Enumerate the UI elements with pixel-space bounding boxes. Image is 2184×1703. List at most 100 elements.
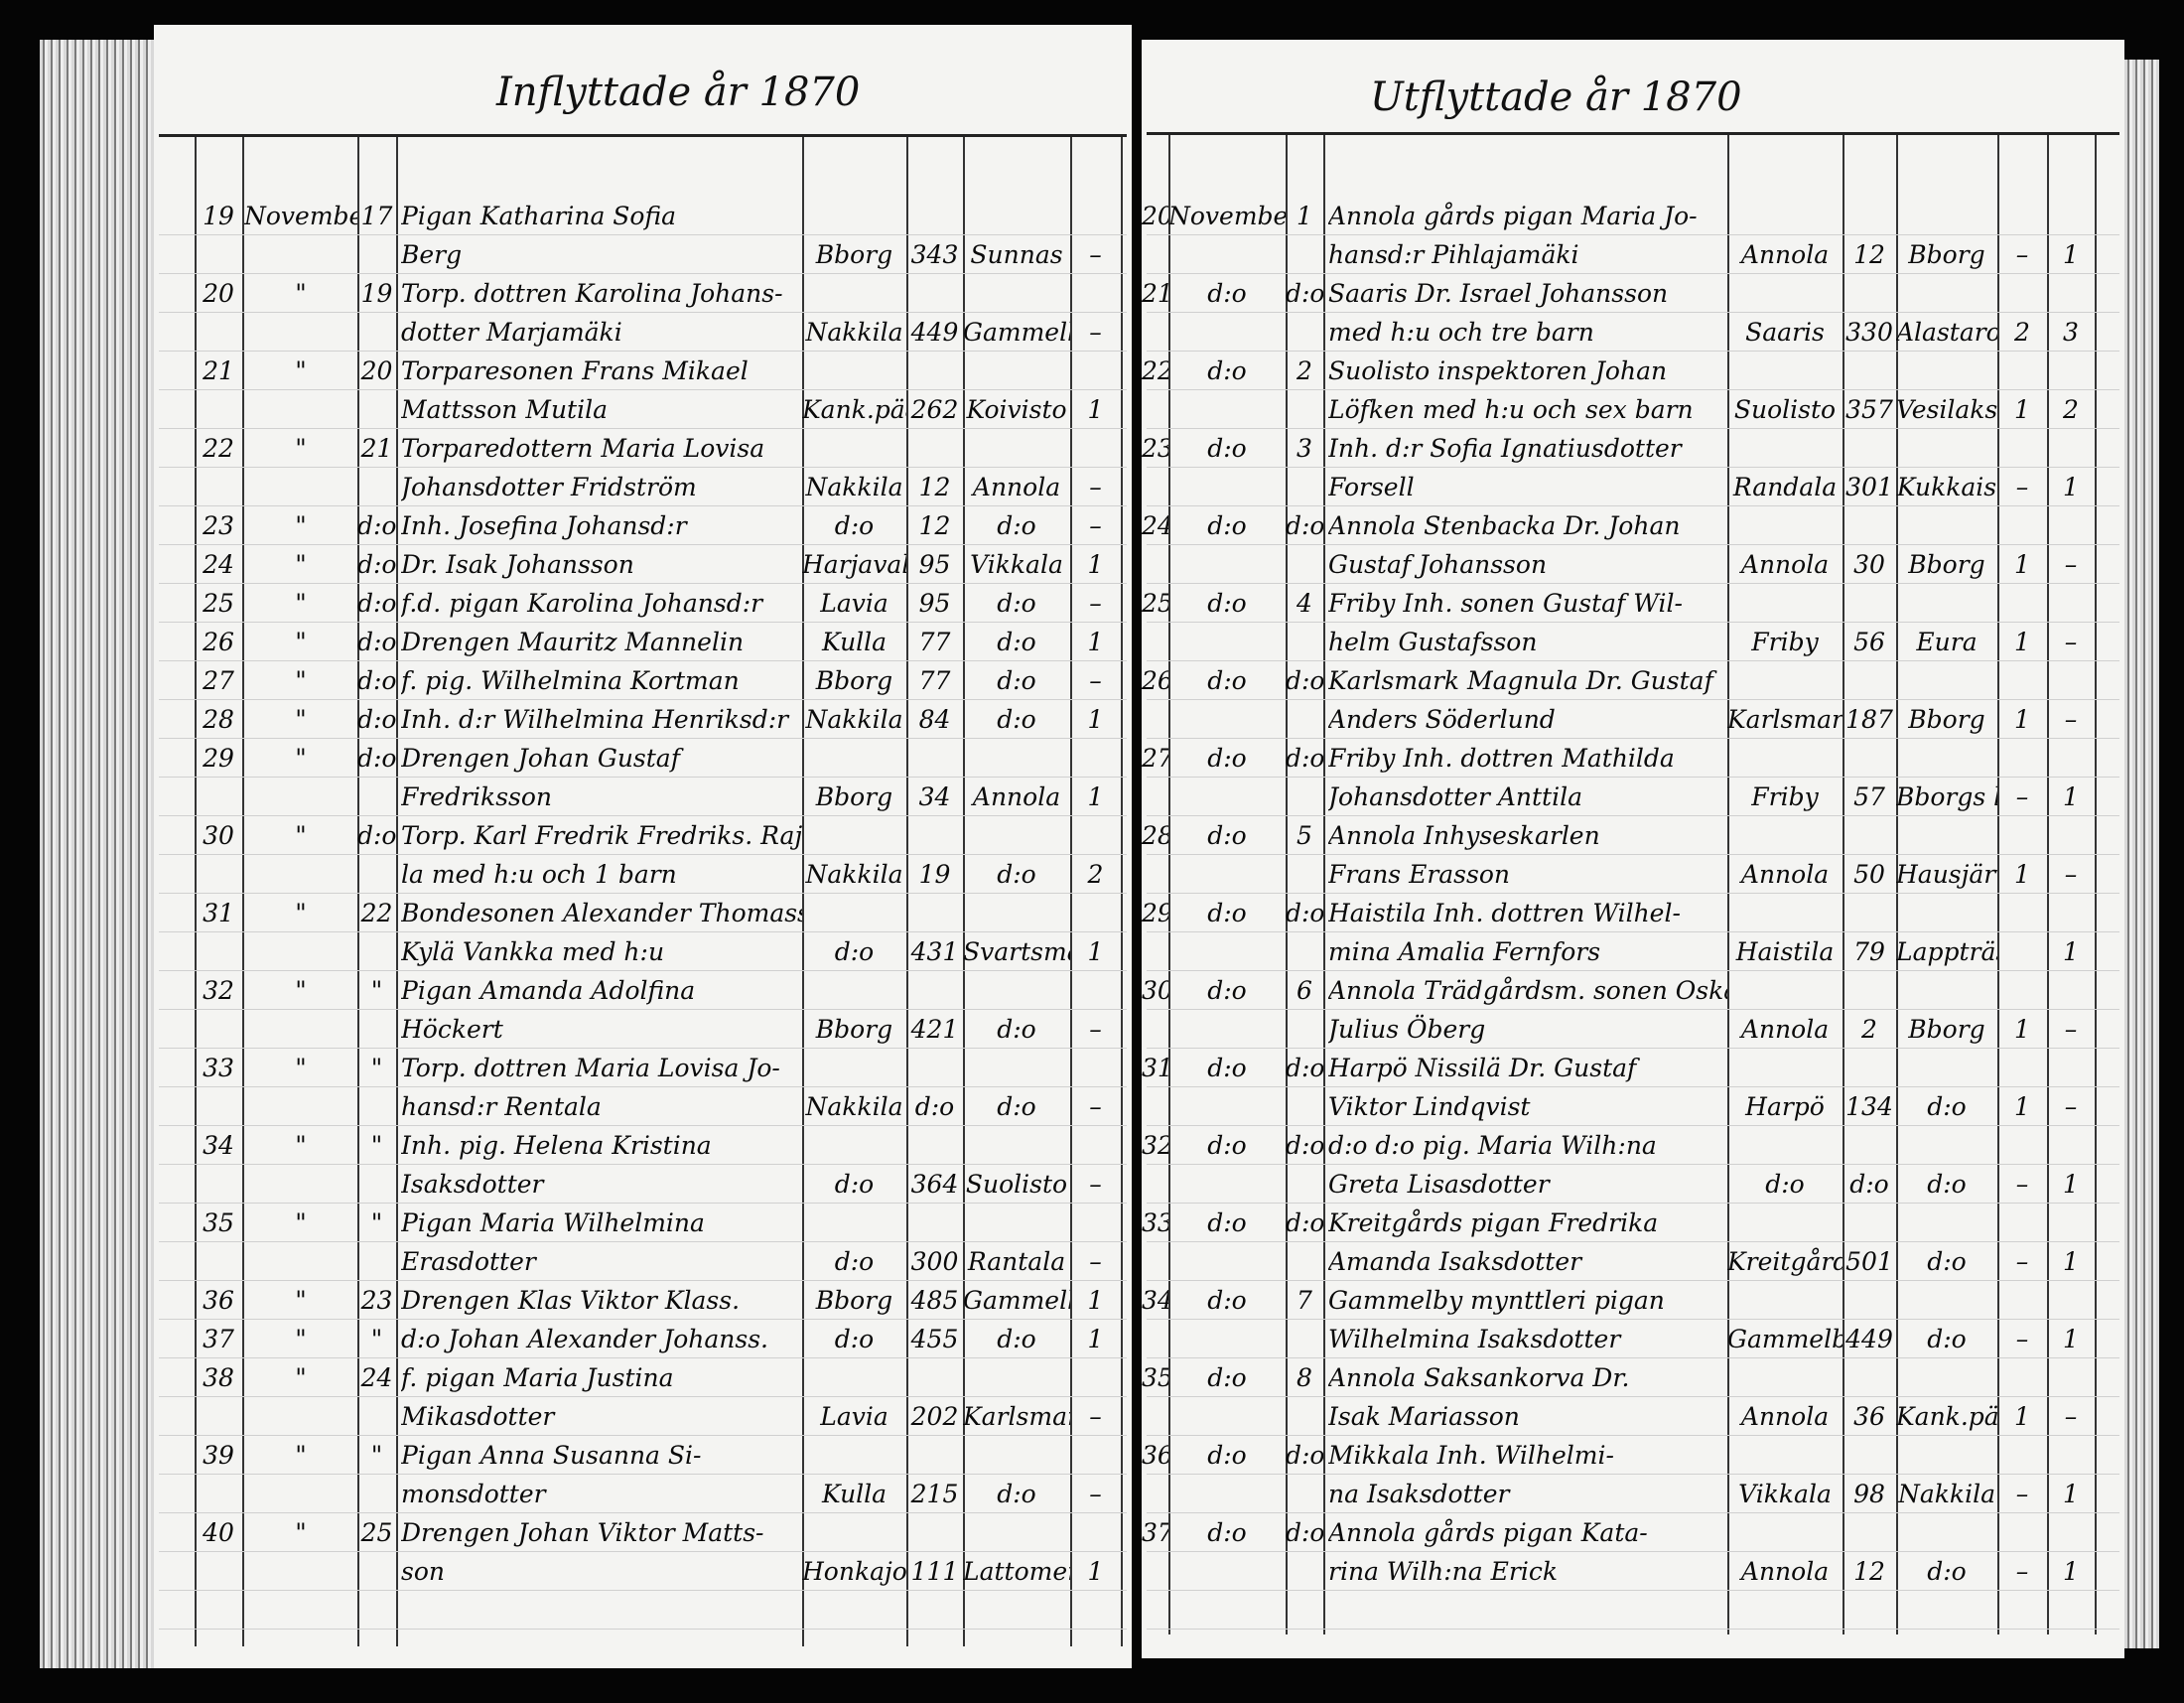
entry-number: 22 (1142, 356, 1168, 385)
ruling-line (159, 505, 1127, 506)
entry-to-place: Gammelby (963, 1286, 1070, 1315)
left-page-edges (40, 40, 154, 1668)
ruling-line (1147, 1590, 2119, 1591)
ruling-line (1147, 699, 2119, 700)
entry-to-place: d:o (997, 1480, 1036, 1508)
entry-number: 28 (203, 705, 234, 734)
entry-to-place: d:o (997, 705, 1036, 734)
column-divider (1896, 135, 1898, 1634)
entry-from-place: Harjavalta (802, 550, 906, 579)
entry-name-line: Friby Inh. sonen Gustaf Wil- (1328, 589, 1683, 618)
entry-month: November (1168, 202, 1286, 230)
entry-number: 30 (1142, 976, 1168, 1005)
entry-to-place: d:o (997, 628, 1036, 656)
entry-count: 1 (2014, 860, 2030, 889)
entry-name-line: Mikasdotter (401, 1402, 555, 1431)
entry-to-place: Eura (1916, 628, 1978, 656)
entry-house-number: 455 (910, 1325, 959, 1353)
entry-day: 7 (1297, 1286, 1312, 1315)
entry-name-line: hansd:r Pihlajamäki (1328, 240, 1579, 269)
entry-number: 20 (203, 279, 234, 308)
entry-name-line: Torp. dottren Maria Lovisa Jo- (401, 1054, 780, 1082)
entry-name-line: Drengen Johan Gustaf (401, 744, 680, 773)
entry-count: 2 (1087, 860, 1104, 889)
entry-count: – (2015, 1557, 2029, 1586)
entry-name-line: Pigan Amanda Adolfina (401, 976, 696, 1005)
entry-to-place: Gammelby (963, 318, 1070, 347)
entry-count: 2 (2014, 318, 2030, 347)
entry-from-place: Lavia (820, 589, 888, 618)
entry-number: 28 (1142, 821, 1168, 850)
entry-number: 26 (1142, 666, 1168, 695)
entry-house-number: 357 (1845, 395, 1893, 424)
ruling-line (159, 1590, 1127, 1591)
entry-count: 1 (1087, 550, 1104, 579)
entry-name-line: mina Amalia Fernfors (1328, 937, 1601, 966)
entry-name-line: Johansdotter Fridström (401, 473, 697, 501)
entry-name-line: Isaksdotter (401, 1170, 544, 1199)
entry-house-number: 56 (1853, 628, 1885, 656)
entry-month: d:o (1207, 1518, 1247, 1547)
entry-name-line: Saaris Dr. Israel Johansson (1328, 279, 1669, 308)
entry-house-number: 12 (1853, 1557, 1885, 1586)
entry-name-line: helm Gustafsson (1328, 628, 1538, 656)
entry-name-line: Drengen Klas Viktor Klass. (401, 1286, 741, 1315)
ruling-line (1147, 583, 2119, 584)
entry-name-line: dotter Marjamäki (401, 318, 622, 347)
entry-number: 36 (203, 1286, 234, 1315)
entry-from-place: Nakkila (805, 473, 903, 501)
entry-number: 24 (1142, 511, 1168, 540)
entry-name-line: Viktor Lindqvist (1328, 1092, 1531, 1121)
entry-name-line: f.d. pigan Karolina Johansd:r (401, 589, 763, 618)
right-header-rule (1147, 132, 2119, 135)
ruling-line (159, 312, 1127, 313)
entry-name-line: f. pig. Wilhelmina Kortman (401, 666, 740, 695)
ruling-line (1147, 1512, 2119, 1513)
left-page-title: Inflyttade år 1870 (496, 70, 861, 115)
ruling-line (159, 1009, 1127, 1010)
entry-number: 34 (203, 1131, 234, 1160)
entry-month: " (295, 1054, 307, 1082)
ruling-line (1147, 622, 2119, 623)
entry-count: – (2015, 473, 2029, 501)
entry-to-place: Bborg (1908, 240, 1985, 269)
entry-number: 22 (203, 434, 234, 463)
entry-house-number: 50 (1853, 860, 1885, 889)
entry-count: 1 (2063, 782, 2079, 811)
entry-name-line: Harpö Nissilä Dr. Gustaf (1328, 1054, 1637, 1082)
entry-house-number: 485 (910, 1286, 959, 1315)
ruling-line (159, 1551, 1127, 1552)
entry-month: " (295, 279, 307, 308)
entry-month: " (295, 1208, 307, 1237)
entry-name-line: son (401, 1557, 445, 1586)
ruling-line (1147, 273, 2119, 274)
entry-count (1997, 932, 2047, 971)
entry-month: d:o (1207, 899, 1247, 927)
entry-from-place: Harpö (1745, 1092, 1825, 1121)
entry-month: d:o (1207, 589, 1247, 618)
column-divider (1121, 137, 1123, 1646)
entry-number: 27 (1142, 744, 1168, 773)
entry-month: " (295, 899, 307, 927)
entry-month: d:o (1207, 976, 1247, 1005)
entry-to-place: Koivisto (966, 395, 1067, 424)
entry-number: 26 (203, 628, 234, 656)
entry-to-place: Bborg (1908, 550, 1985, 579)
entry-count: – (2015, 1170, 2029, 1199)
entry-day: d:o (357, 628, 396, 656)
ruling-line (1147, 544, 2119, 545)
entry-day: d:o (1286, 511, 1323, 540)
entry-from-place: Karlsmark (1727, 705, 1843, 734)
right-page-title: Utflyttade år 1870 (1370, 74, 1742, 120)
entry-name-line: Karlsmark Magnula Dr. Gustaf (1328, 666, 1713, 695)
entry-day: d:o (1286, 1441, 1323, 1470)
entry-name-line: Amanda Isaksdotter (1328, 1247, 1582, 1276)
entry-number: 31 (203, 899, 234, 927)
entry-count: – (2064, 705, 2078, 734)
entry-from-place: Bborg (815, 1286, 893, 1315)
entry-month: d:o (1207, 744, 1247, 773)
column-divider (1070, 137, 1072, 1646)
entry-count: – (1089, 666, 1102, 695)
column-divider (802, 137, 804, 1646)
column-divider (1727, 135, 1729, 1634)
